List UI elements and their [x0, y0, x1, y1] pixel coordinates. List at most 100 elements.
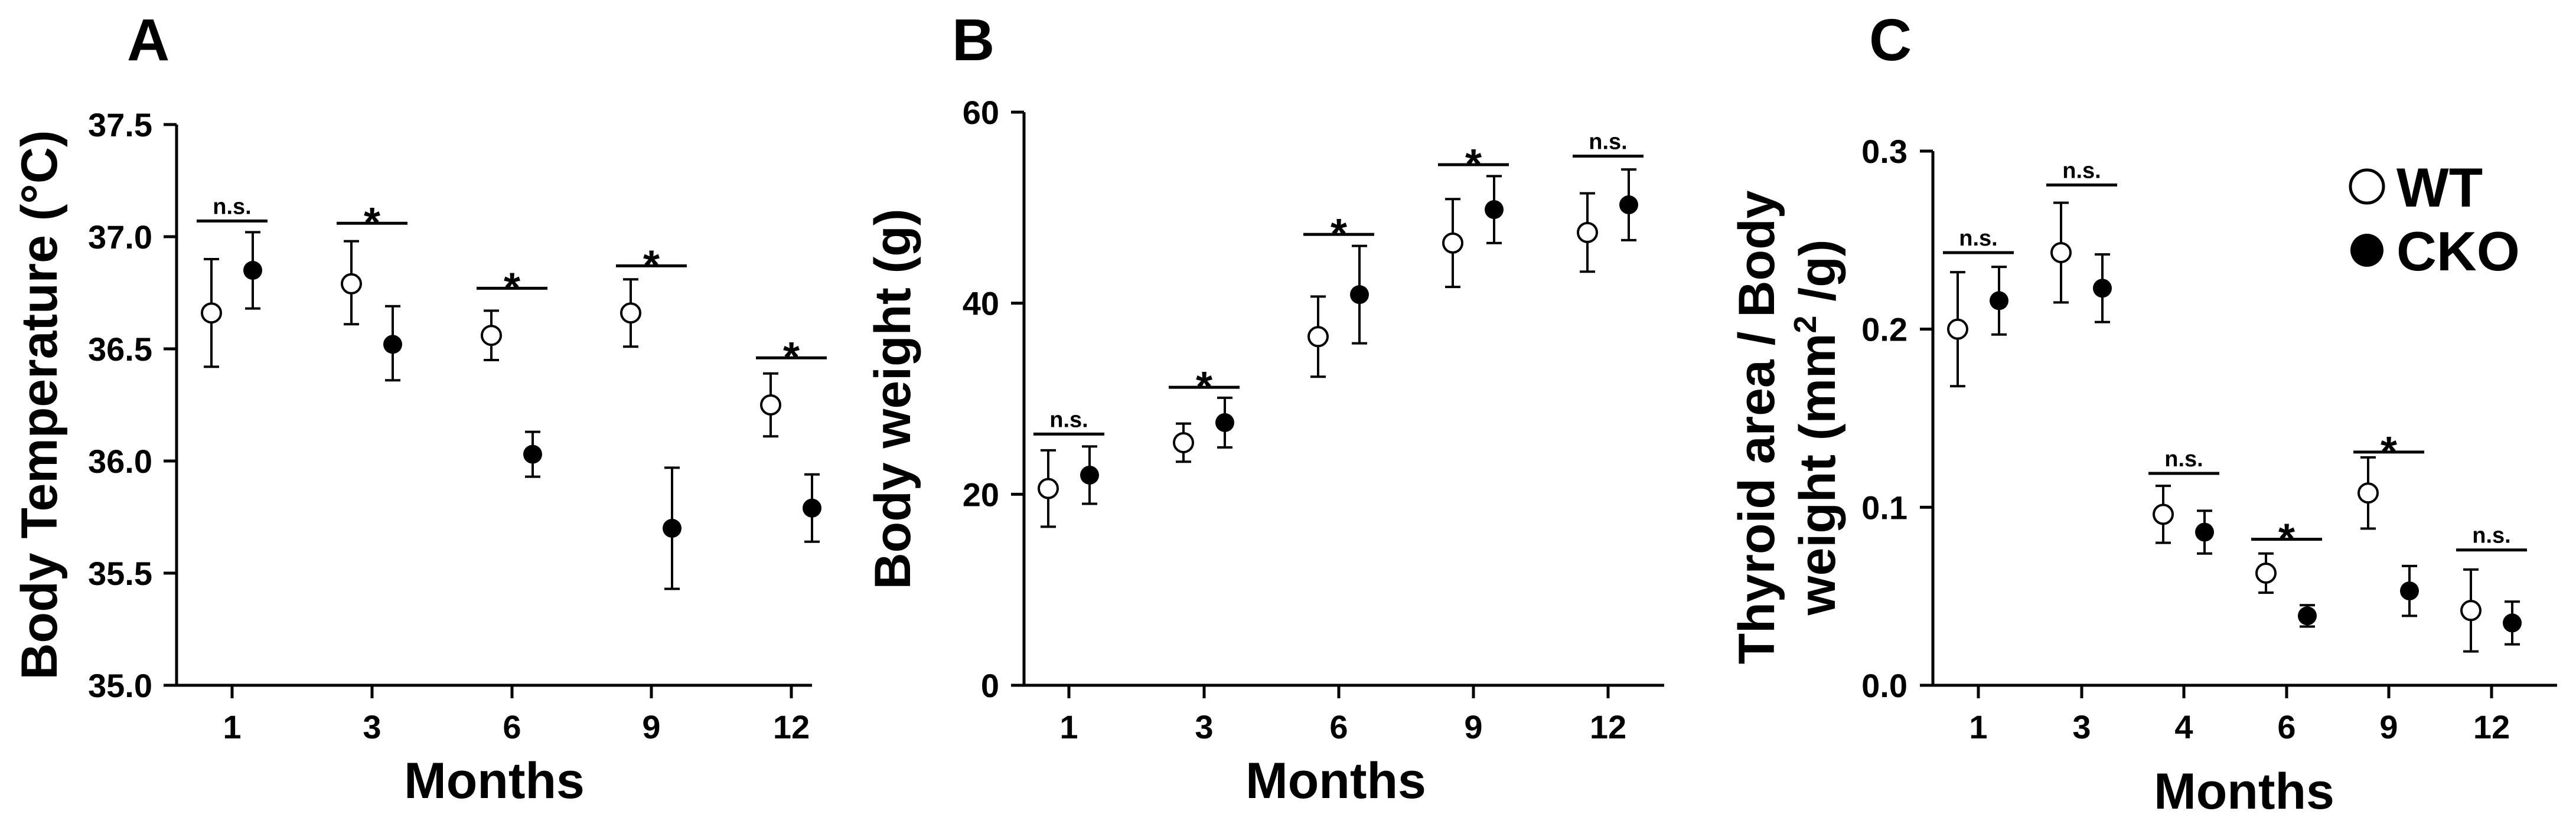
open-circle-marker: [1442, 232, 1463, 254]
panel-c-x-tick-label: 6: [2277, 708, 2295, 745]
open-circle-marker: [2357, 482, 2379, 504]
panel-a: A Body Temperature (°C) Months 35.0 35.5 3…: [11, 7, 827, 809]
panel-a-y-tick-label: 35.0: [88, 667, 152, 704]
panel-c-x-tick-label: 9: [2379, 708, 2398, 745]
panel-a-y-tick-label: 37.0: [88, 218, 152, 256]
panel-c-cko-point: [2195, 509, 2214, 555]
filled-circle-marker: [243, 261, 262, 280]
filled-circle-marker: [1990, 291, 2008, 310]
panel-a-significance-ns: n.s.: [213, 194, 251, 219]
open-circle-marker: [1038, 478, 1059, 499]
panel-b-cko-point: [1619, 168, 1638, 241]
filled-circle-marker: [1080, 465, 1099, 485]
filled-circle-marker: [1485, 200, 1504, 220]
open-circle-marker: [1947, 318, 1968, 340]
panel-a-wt-point: [201, 258, 222, 368]
panel-a-wt-point: [341, 240, 362, 326]
panel-b-cko-point: [1080, 445, 1099, 505]
open-circle-marker: [2460, 600, 2482, 622]
panel-b-cko-point: [1215, 396, 1234, 449]
panel-a-x-axis-title: Months: [404, 753, 585, 809]
panel-c-cko-point: [2298, 604, 2317, 628]
panel-b-significance-star: *: [1331, 211, 1347, 258]
panel-c-significance-ns: n.s.: [1959, 226, 1997, 251]
panel-b-y-tick-label: 60: [963, 94, 999, 131]
filled-circle-marker: [1215, 413, 1234, 432]
panel-c-wt-point: [2460, 568, 2482, 653]
filled-circle-marker: [2400, 581, 2419, 601]
panel-c-y-tick-label: 0.0: [1861, 667, 1907, 704]
panel-c-y-tick-label: 0.3: [1861, 133, 1907, 170]
filled-circle-marker: [383, 335, 402, 354]
panel-c-significance-star: *: [2278, 516, 2295, 563]
panel-a-x-tick-label: 6: [503, 708, 521, 745]
panel-b-x-tick-label: 6: [1329, 708, 1348, 745]
panel-b-significance-ns: n.s.: [1589, 129, 1627, 154]
filled-circle-marker: [2298, 606, 2317, 626]
legend-cko-marker: [2350, 234, 2383, 267]
panel-c-y-tick-label: 0.2: [1861, 311, 1907, 348]
filled-circle-marker: [803, 498, 821, 518]
panel-b-x-tick-label: 12: [1590, 708, 1626, 745]
panel-b-wt-point: [1442, 198, 1463, 289]
panel-b-significance-ns: n.s.: [1049, 407, 1088, 432]
panel-a-x-tick-label: 1: [223, 708, 241, 745]
panel-c-y-axis-title-line1: Thyroid area / Body: [1729, 190, 1785, 664]
filled-circle-marker: [2093, 279, 2112, 298]
panel-c-wt-point: [1947, 271, 1968, 388]
panel-c-significance-ns: n.s.: [2164, 447, 2203, 472]
panel-c-x-tick-label: 1: [1969, 708, 1987, 745]
panel-a-y-tick-label: 35.5: [88, 555, 152, 592]
ylabel-text: weight (mm: [1789, 333, 1846, 616]
panel-b-y-tick-label: 40: [963, 285, 999, 322]
panel-c-label: C: [1869, 7, 1912, 73]
panel-a-wt-point: [760, 372, 781, 438]
panel-b-wt-point: [1577, 192, 1598, 273]
panel-c-wt-point: [2153, 485, 2174, 544]
panel-c-significance-ns: n.s.: [2472, 524, 2510, 548]
filled-circle-marker: [663, 519, 682, 538]
legend-wt-label: WT: [2396, 156, 2483, 218]
panel-b-x-tick-label: 1: [1059, 708, 1078, 745]
panel-b-cko-point: [1485, 175, 1504, 244]
panel-c-cko-point: [2400, 564, 2419, 617]
open-circle-marker: [201, 302, 222, 324]
open-circle-marker: [481, 325, 502, 346]
panel-a-x-tick-label: 12: [773, 708, 810, 745]
filled-circle-marker: [1350, 285, 1369, 305]
panel-c-x-tick-label: 4: [2174, 708, 2193, 745]
legend: WT CKO: [2349, 156, 2520, 282]
panel-c-x-tick-label: 12: [2473, 708, 2510, 745]
open-circle-marker: [620, 302, 641, 324]
panel-b-wt-point: [1038, 449, 1059, 528]
ylabel-superscript: 2: [1788, 316, 1823, 333]
panel-b-wt-point: [1173, 422, 1194, 463]
panel-a-cko-point: [523, 430, 542, 478]
panel-b-y-axis-title: Body weight (g): [865, 209, 921, 590]
panel-a-significance-star: *: [504, 264, 520, 312]
panel-a-cko-point: [663, 466, 682, 590]
open-circle-marker: [1307, 326, 1329, 348]
open-circle-marker: [1173, 431, 1194, 453]
panel-b-significance-star: *: [1196, 364, 1212, 411]
panel-b-x-tick-label: 9: [1464, 708, 1482, 745]
filled-circle-marker: [2503, 613, 2522, 633]
panel-a-wt-point: [481, 309, 502, 361]
panel-a-significance-star: *: [364, 200, 380, 247]
panel-a-y-tick-label: 36.0: [88, 443, 152, 480]
panel-a-label: A: [127, 7, 169, 73]
panel-b-label: B: [952, 7, 994, 73]
open-circle-marker: [2153, 503, 2174, 525]
panel-a-cko-point: [383, 305, 402, 382]
filled-circle-marker: [2195, 522, 2214, 542]
panel-a-wt-point: [620, 278, 641, 348]
panel-b: B Body weight (g) Months 0 20 40 60 1 3 6 9 12 n.…: [865, 7, 1664, 809]
filled-circle-marker: [523, 444, 542, 464]
panel-b-y-tick-label: 0: [981, 667, 999, 704]
open-circle-marker: [760, 394, 781, 416]
panel-c-significance-ns: n.s.: [2062, 158, 2101, 183]
panel-b-cko-point: [1350, 244, 1369, 345]
panel-c-x-tick-label: 3: [2072, 708, 2091, 745]
panel-a-cko-point: [803, 473, 821, 543]
